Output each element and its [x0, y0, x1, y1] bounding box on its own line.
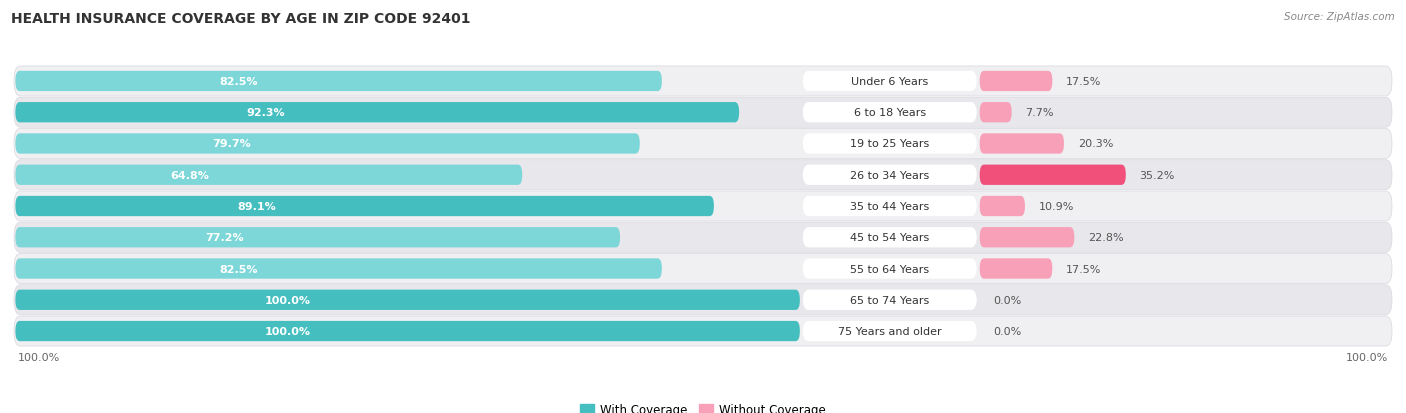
FancyBboxPatch shape	[803, 290, 977, 310]
Text: 17.5%: 17.5%	[1066, 264, 1101, 274]
Text: 64.8%: 64.8%	[170, 170, 209, 180]
FancyBboxPatch shape	[803, 103, 977, 123]
FancyBboxPatch shape	[15, 71, 662, 92]
FancyBboxPatch shape	[803, 321, 977, 342]
FancyBboxPatch shape	[14, 160, 1392, 190]
FancyBboxPatch shape	[980, 71, 1052, 92]
Text: 65 to 74 Years: 65 to 74 Years	[851, 295, 929, 305]
FancyBboxPatch shape	[803, 259, 977, 279]
FancyBboxPatch shape	[980, 103, 1012, 123]
FancyBboxPatch shape	[15, 290, 800, 310]
Text: 20.3%: 20.3%	[1078, 139, 1114, 149]
FancyBboxPatch shape	[15, 228, 620, 248]
FancyBboxPatch shape	[14, 223, 1392, 253]
Text: 89.1%: 89.1%	[238, 202, 277, 211]
Text: 10.9%: 10.9%	[1039, 202, 1074, 211]
FancyBboxPatch shape	[980, 196, 1025, 217]
Text: 26 to 34 Years: 26 to 34 Years	[851, 170, 929, 180]
Text: 79.7%: 79.7%	[212, 139, 250, 149]
FancyBboxPatch shape	[980, 228, 1074, 248]
FancyBboxPatch shape	[803, 134, 977, 154]
FancyBboxPatch shape	[15, 196, 714, 217]
FancyBboxPatch shape	[14, 67, 1392, 97]
Text: 75 Years and older: 75 Years and older	[838, 326, 942, 336]
Text: 77.2%: 77.2%	[205, 233, 243, 243]
FancyBboxPatch shape	[980, 165, 1126, 185]
Text: 45 to 54 Years: 45 to 54 Years	[851, 233, 929, 243]
Text: 7.7%: 7.7%	[1025, 108, 1054, 118]
FancyBboxPatch shape	[803, 165, 977, 185]
FancyBboxPatch shape	[14, 192, 1392, 221]
Text: Source: ZipAtlas.com: Source: ZipAtlas.com	[1284, 12, 1395, 22]
Text: 82.5%: 82.5%	[219, 264, 259, 274]
Text: 92.3%: 92.3%	[246, 108, 285, 118]
FancyBboxPatch shape	[15, 321, 800, 342]
Text: 35.2%: 35.2%	[1140, 170, 1175, 180]
Text: HEALTH INSURANCE COVERAGE BY AGE IN ZIP CODE 92401: HEALTH INSURANCE COVERAGE BY AGE IN ZIP …	[11, 12, 471, 26]
FancyBboxPatch shape	[15, 165, 522, 185]
Text: 35 to 44 Years: 35 to 44 Years	[851, 202, 929, 211]
Text: 100.0%: 100.0%	[264, 326, 311, 336]
FancyBboxPatch shape	[14, 129, 1392, 159]
FancyBboxPatch shape	[15, 259, 662, 279]
FancyBboxPatch shape	[14, 98, 1392, 128]
Text: 100.0%: 100.0%	[1346, 352, 1388, 362]
Text: 17.5%: 17.5%	[1066, 77, 1101, 87]
FancyBboxPatch shape	[15, 103, 740, 123]
Text: 82.5%: 82.5%	[219, 77, 259, 87]
Legend: With Coverage, Without Coverage: With Coverage, Without Coverage	[575, 398, 831, 413]
FancyBboxPatch shape	[15, 134, 640, 154]
Text: 100.0%: 100.0%	[264, 295, 311, 305]
Text: 100.0%: 100.0%	[18, 352, 60, 362]
FancyBboxPatch shape	[14, 254, 1392, 284]
Text: 6 to 18 Years: 6 to 18 Years	[853, 108, 925, 118]
FancyBboxPatch shape	[14, 316, 1392, 346]
Text: Under 6 Years: Under 6 Years	[851, 77, 928, 87]
FancyBboxPatch shape	[980, 134, 1064, 154]
FancyBboxPatch shape	[803, 71, 977, 92]
Text: 0.0%: 0.0%	[994, 326, 1022, 336]
Text: 22.8%: 22.8%	[1088, 233, 1123, 243]
FancyBboxPatch shape	[803, 196, 977, 217]
Text: 55 to 64 Years: 55 to 64 Years	[851, 264, 929, 274]
FancyBboxPatch shape	[803, 228, 977, 248]
FancyBboxPatch shape	[14, 285, 1392, 315]
FancyBboxPatch shape	[980, 259, 1052, 279]
Text: 19 to 25 Years: 19 to 25 Years	[851, 139, 929, 149]
Text: 0.0%: 0.0%	[994, 295, 1022, 305]
